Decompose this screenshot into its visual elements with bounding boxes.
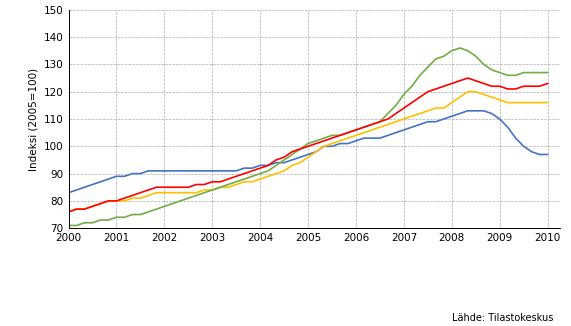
- Rakentaminen: [456, 46, 463, 50]
- Rakentaminen: [233, 180, 240, 184]
- Teollisuus: [233, 169, 240, 173]
- Teollisuus: [464, 109, 471, 113]
- Teollisuus: [161, 169, 168, 173]
- Rakentaminen: [161, 204, 168, 208]
- Kauppa: [233, 183, 240, 186]
- Kauppa: [161, 191, 168, 195]
- Line: Muut palvelut: Muut palvelut: [69, 78, 548, 212]
- Rakentaminen: [177, 199, 184, 203]
- Muut palvelut: [320, 139, 327, 143]
- Muut palvelut: [464, 76, 471, 80]
- Rakentaminen: [320, 136, 327, 140]
- Y-axis label: Indeksi (2005=100): Indeksi (2005=100): [29, 67, 38, 170]
- Rakentaminen: [544, 71, 551, 75]
- Rakentaminen: [488, 68, 495, 72]
- Kauppa: [65, 210, 72, 214]
- Muut palvelut: [161, 185, 168, 189]
- Muut palvelut: [233, 174, 240, 178]
- Line: Rakentaminen: Rakentaminen: [69, 48, 548, 226]
- Muut palvelut: [488, 84, 495, 88]
- Kauppa: [177, 191, 184, 195]
- Line: Teollisuus: Teollisuus: [69, 111, 548, 193]
- Rakentaminen: [65, 224, 72, 228]
- Kauppa: [352, 133, 359, 137]
- Text: Lähde: Tilastokeskus: Lähde: Tilastokeskus: [452, 313, 554, 323]
- Teollisuus: [320, 144, 327, 148]
- Teollisuus: [352, 139, 359, 143]
- Teollisuus: [177, 169, 184, 173]
- Teollisuus: [65, 191, 72, 195]
- Line: Kauppa: Kauppa: [69, 92, 548, 212]
- Kauppa: [320, 144, 327, 148]
- Teollisuus: [544, 153, 551, 156]
- Kauppa: [544, 101, 551, 105]
- Muut palvelut: [177, 185, 184, 189]
- Rakentaminen: [352, 128, 359, 132]
- Kauppa: [488, 95, 495, 99]
- Muut palvelut: [65, 210, 72, 214]
- Kauppa: [464, 90, 471, 94]
- Muut palvelut: [544, 82, 551, 85]
- Muut palvelut: [352, 128, 359, 132]
- Teollisuus: [488, 111, 495, 115]
